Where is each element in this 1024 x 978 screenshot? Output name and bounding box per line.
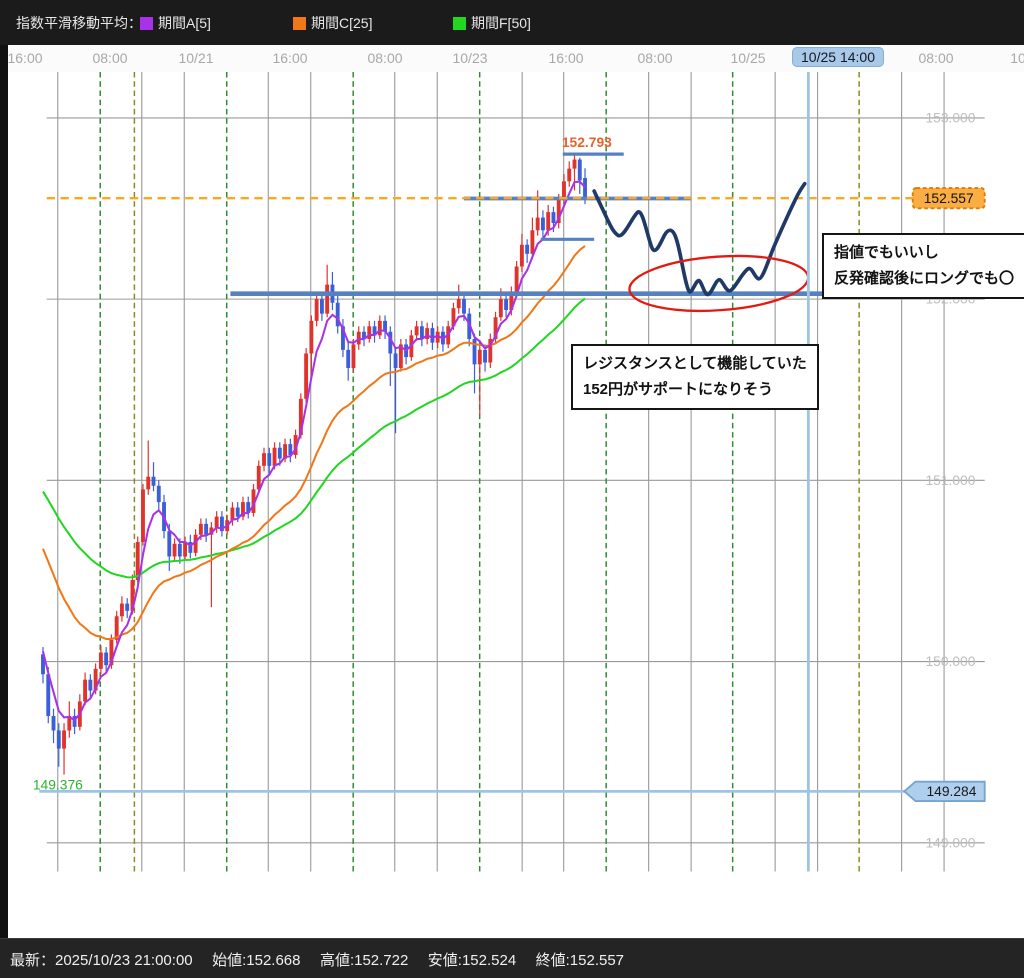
legend-item-ema25: 期間C[25]	[293, 13, 372, 31]
current-price-badge: 152.557	[911, 187, 986, 210]
time-axis-label: 08:00	[367, 50, 403, 66]
time-axis-label: 08:00	[637, 50, 673, 66]
ema25-line	[42, 245, 586, 641]
time-axis-label: 10/21	[178, 50, 214, 66]
time-axis-label: 10/23	[452, 50, 488, 66]
latest-quote-readout: 最新：2025/10/23 21:00:00 始値:152.668 高値:152…	[10, 949, 639, 970]
legend-item-ema50: 期間F[50]	[453, 13, 531, 31]
ema25-color-swatch	[293, 17, 306, 30]
low-price-badge: 149.284	[902, 780, 986, 802]
time-axis-label: 16:00	[7, 50, 43, 66]
high-value: 高値:152.722	[319, 952, 409, 969]
forecast-scenario-line	[592, 181, 807, 297]
ema5-line	[42, 180, 586, 722]
time-axis-label: 16:00	[548, 50, 584, 66]
annotation-note-entry: 指値でもいいし 反発確認後にロングでも〇	[822, 233, 1024, 299]
cursor-time-badge: 10/25 14:00	[792, 47, 884, 67]
chart-canvas[interactable]: 153.000152.000151.000150.000149.000152.5…	[0, 72, 1024, 938]
latest-timestamp: 最新：2025/10/23 21:00:00	[10, 952, 193, 969]
status-bar: 最新：2025/10/23 21:00:00 始値:152.668 高値:152…	[0, 938, 1024, 978]
time-axis-label: 08:00	[92, 50, 128, 66]
low-value: 安値:152.524	[427, 952, 517, 969]
open-value: 始値:152.668	[212, 952, 301, 969]
ema-legend-bar: 指数平滑移動平均： 期間A[5] 期間C[25] 期間F[50]	[0, 0, 1024, 45]
gridlines	[46, 72, 985, 872]
candlestick-chart[interactable]: 153.000152.000151.000150.000149.000152.5…	[0, 72, 1024, 938]
svg-text:149.284: 149.284	[926, 783, 976, 799]
svg-text:153.000: 153.000	[925, 110, 975, 126]
time-axis-label: 16:00	[272, 50, 308, 66]
svg-text:149.000: 149.000	[925, 834, 975, 850]
low-price-label: 149.376	[33, 776, 83, 792]
ema50-line	[42, 297, 586, 579]
ema5-color-swatch	[140, 17, 153, 30]
svg-text:151.000: 151.000	[925, 472, 975, 488]
time-axis[interactable]: 10/25 14:00 16:00 08:00 10/21 16:00 08:00 10/…	[0, 45, 1024, 72]
ema50-color-swatch	[453, 17, 466, 30]
time-axis-label: 10/25	[730, 50, 766, 66]
legend-title: 指数平滑移動平均：	[16, 15, 142, 31]
annotation-note-support: レジスタンスとして機能していた 152円がサポートになりそう	[571, 344, 819, 410]
svg-text:152.557: 152.557	[924, 190, 974, 206]
ema-lines	[42, 180, 586, 722]
left-border-strip	[0, 45, 8, 938]
svg-text:150.000: 150.000	[925, 653, 975, 669]
time-axis-label: 10	[1010, 50, 1024, 66]
high-price-label: 152.793	[562, 134, 612, 150]
time-axis-label: 08:00	[918, 50, 954, 66]
legend-item-ema5: 期間A[5]	[140, 13, 211, 31]
close-value: 終値:152.557	[535, 952, 625, 969]
